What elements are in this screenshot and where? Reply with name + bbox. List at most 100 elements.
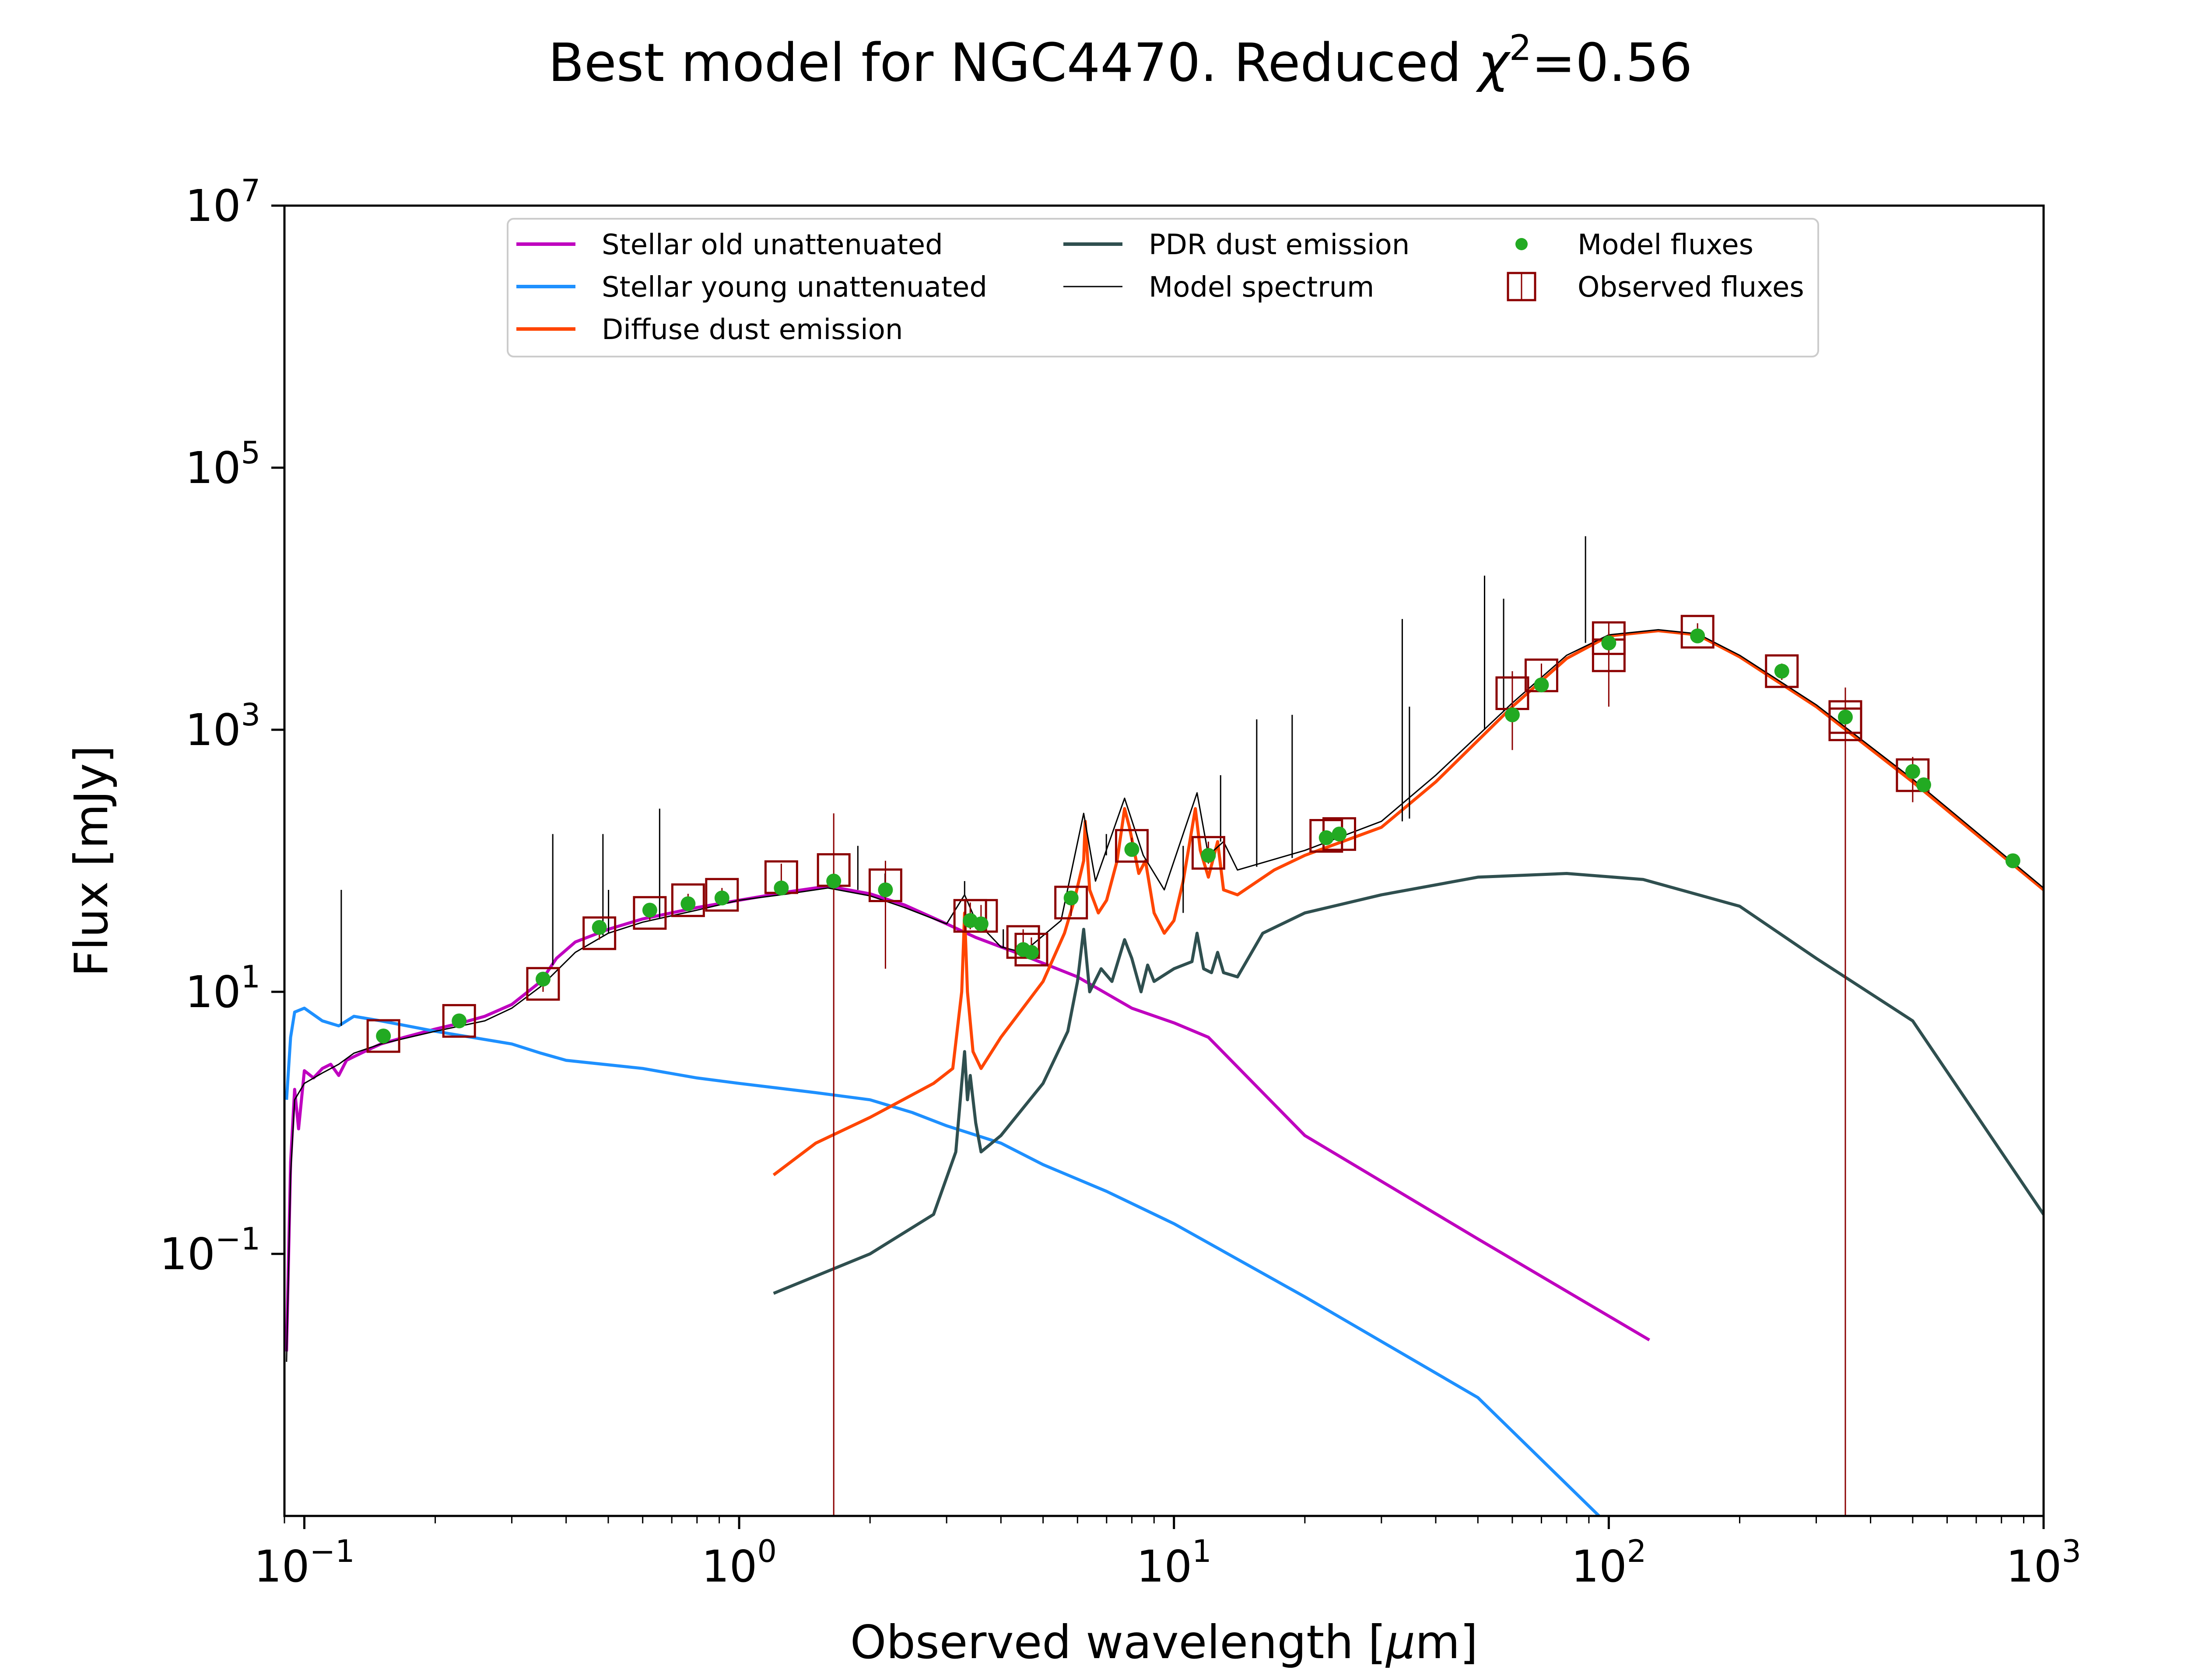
series-line-stellar-old: [285, 885, 1650, 1352]
y-tick-label-base: 10: [160, 1228, 215, 1280]
y-tick-label-exp: −1: [215, 1221, 260, 1257]
legend-label-6: Observed fluxes: [1578, 271, 1804, 304]
model-flux-point-21: [1601, 635, 1616, 651]
legend-label-5: Model fluxes: [1578, 229, 1753, 261]
observed-flux-marker-23: [1680, 615, 1715, 649]
observed-flux-marker-4: [633, 896, 667, 930]
model-flux-point-24: [1837, 709, 1853, 724]
legend-label-0: Stellar old unattenuated: [602, 229, 943, 261]
observed-flux-marker-6: [705, 878, 739, 912]
model-flux-point-5: [680, 896, 696, 911]
observed-flux-marker-2: [526, 967, 560, 1001]
model-flux-point-8: [826, 873, 842, 889]
x-tick-label-exp: 3: [2062, 1533, 2081, 1569]
model-flux-point-19: [1504, 707, 1520, 722]
y-axis-label: Flux [mJy]: [65, 746, 118, 977]
chart-title-chi: χ: [1476, 33, 1511, 94]
model-flux-point-25: [1905, 764, 1920, 779]
series-line-pdr-dust: [773, 872, 2044, 1295]
model-flux-point-16: [1201, 848, 1216, 863]
x-tick-label-exp: −1: [309, 1533, 354, 1569]
model-flux-point-13: [1024, 945, 1039, 960]
observed-flux-marker-14: [1054, 886, 1088, 920]
y-tick-label: 101: [185, 959, 260, 1018]
observed-flux-marker-9: [868, 868, 902, 903]
model-flux-point-15: [1124, 842, 1140, 857]
x-tick-label-base: 10: [2006, 1541, 2062, 1592]
x-tick-label-base: 10: [254, 1541, 309, 1592]
y-tick-label-exp: 5: [241, 435, 260, 471]
observed-flux-marker-26: [1828, 700, 1862, 734]
x-tick-label-base: 10: [1571, 1541, 1627, 1592]
observed-flux-marker-24: [1765, 654, 1799, 688]
chart-title-main: Best model for NGC4470. Reduced: [548, 33, 1478, 94]
model-flux-point-14: [1063, 890, 1079, 906]
model-flux-point-20: [1534, 677, 1549, 693]
y-tick-label: 107: [185, 173, 260, 231]
y-tick-label-base: 10: [185, 442, 241, 494]
y-tick-label: 105: [185, 435, 260, 494]
x-tick-label: 102: [1571, 1533, 1646, 1592]
model-flux-point-27: [2005, 853, 2020, 868]
observed-flux-marker-27: [1896, 758, 1930, 792]
x-tick-label-exp: 2: [1627, 1533, 1647, 1569]
y-tick-label-base: 10: [185, 704, 241, 756]
model-flux-point-0: [376, 1029, 391, 1044]
plot-series-group: [285, 629, 2044, 1516]
x-tick-label: 103: [2006, 1533, 2081, 1592]
y-tick-label-base: 10: [185, 966, 241, 1018]
model-flux-point-17: [1318, 830, 1334, 845]
x-tick-label-base: 10: [1136, 1541, 1192, 1592]
model-flux-point-18: [1332, 826, 1347, 842]
observed-flux-marker-16: [1191, 836, 1225, 870]
y-tick-label-exp: 1: [241, 959, 260, 995]
x-tick-label: 10−1: [254, 1533, 354, 1592]
observed-flux-marker-3: [582, 916, 617, 950]
markers-group: [366, 615, 2020, 1516]
legend: Stellar old unattenuated Stellar young un…: [507, 218, 1819, 357]
x-tick-label-base: 10: [701, 1541, 757, 1592]
y-tick-label-base: 10: [185, 180, 241, 231]
legend-box: [507, 218, 1819, 357]
observed-flux-marker-15: [1115, 829, 1149, 863]
x-axis-label-unit: m]: [1415, 1616, 1478, 1669]
model-flux-point-7: [774, 880, 789, 896]
plot-frame: [283, 204, 2045, 1517]
chart-title: Best model for NGC4470. Reduced χ2=0.56: [548, 28, 1693, 94]
x-tick-label: 101: [1136, 1533, 1212, 1592]
observed-flux-marker-0: [366, 1019, 400, 1053]
observed-flux-marker-12: [1006, 925, 1040, 959]
observed-flux-marker-1: [442, 1004, 476, 1038]
legend-label-4: Model spectrum: [1149, 271, 1374, 304]
legend-label-1: Stellar young unattenuated: [602, 271, 987, 304]
x-tick-label-exp: 0: [757, 1533, 777, 1569]
y-tick-label: 103: [185, 697, 260, 756]
observed-flux-marker-5: [671, 883, 705, 917]
y-tick-label: 10−1: [160, 1221, 260, 1280]
x-axis-label: Observed wavelength [μm]: [850, 1616, 1478, 1669]
model-flux-point-26: [1916, 777, 1932, 792]
model-flux-point-11: [973, 916, 989, 931]
chart-title-sup: 2: [1509, 28, 1532, 68]
model-flux-point-3: [592, 920, 607, 935]
x-axis-label-main: Observed wavelength [: [850, 1616, 1386, 1669]
model-flux-point-2: [535, 971, 551, 987]
model-flux-point-1: [452, 1013, 467, 1029]
legend-swatch-5: [1515, 238, 1528, 250]
x-tick-label-exp: 1: [1192, 1533, 1212, 1569]
series-line-model-spectrum: [286, 629, 2044, 1362]
legend-label-2: Diffuse dust emission: [602, 314, 903, 346]
y-tick-label-exp: 3: [241, 697, 260, 733]
series-line-stellar-young: [285, 1006, 1600, 1516]
model-flux-point-6: [714, 890, 729, 906]
x-axis-label-mu: μ: [1385, 1616, 1415, 1669]
emission-lines-group: [340, 536, 1586, 1026]
observed-flux-marker-13: [1014, 932, 1048, 966]
model-flux-point-9: [878, 882, 893, 897]
model-flux-point-23: [1774, 664, 1789, 679]
series-line-diffuse-dust: [772, 629, 2044, 1176]
y-tick-label-exp: 7: [241, 173, 260, 209]
model-flux-point-4: [642, 903, 657, 918]
